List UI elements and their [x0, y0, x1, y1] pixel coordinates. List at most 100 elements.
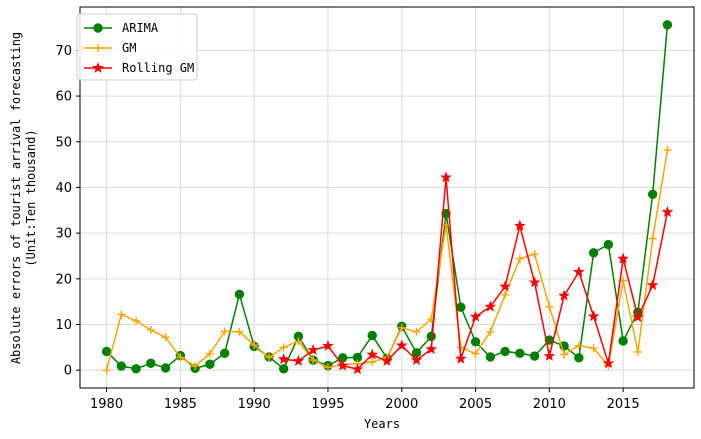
- data-point-gm: [250, 341, 259, 350]
- data-point-arima: [456, 302, 466, 312]
- data-point-gm: [102, 366, 111, 375]
- data-point-rolling-gm: [336, 359, 349, 371]
- x-tick-label: 2000: [385, 397, 418, 412]
- data-point-rolling-gm: [587, 310, 600, 322]
- data-point-arima: [603, 239, 614, 250]
- data-point-rolling-gm: [558, 289, 570, 301]
- data-point-gm: [486, 327, 495, 336]
- legend-swatch-marker: [92, 61, 104, 73]
- data-point-gm: [589, 344, 598, 353]
- data-point-rolling-gm: [484, 300, 497, 312]
- data-point-arima: [234, 289, 245, 300]
- data-point-arima: [574, 353, 584, 363]
- data-point-rolling-gm: [528, 276, 541, 288]
- data-point-rolling-gm: [410, 354, 423, 366]
- legend-swatch-marker: [93, 23, 103, 33]
- data-point-arima: [367, 330, 377, 341]
- legend-item-arima: ARIMA: [84, 21, 159, 35]
- data-point-gm: [323, 363, 332, 372]
- data-point-gm: [648, 234, 657, 243]
- y-tick-label: 60: [55, 90, 72, 105]
- data-point-rolling-gm: [366, 348, 378, 360]
- legend-swatch-marker: [94, 44, 102, 52]
- data-point-arima: [662, 20, 673, 30]
- series-rolling-gm: [277, 171, 674, 375]
- data-point-rolling-gm: [440, 171, 452, 183]
- data-point-gm: [191, 362, 200, 371]
- data-point-rolling-gm: [602, 357, 615, 369]
- x-tick-label: 2015: [607, 397, 640, 412]
- x-tick-label: 1995: [311, 397, 344, 412]
- data-point-arima: [160, 363, 171, 373]
- legend-box: [76, 13, 198, 81]
- data-point-gm: [515, 254, 524, 263]
- y-tick-label: 50: [55, 135, 72, 150]
- data-point-rolling-gm: [499, 280, 511, 292]
- data-point-rolling-gm: [322, 339, 334, 351]
- x-axis: 1980 1985 1990 1995 2000 2005 2010 2015: [90, 388, 640, 412]
- data-point-gm: [368, 357, 377, 366]
- data-point-rolling-gm: [381, 354, 393, 366]
- data-point-gm: [235, 327, 244, 336]
- data-point-gm: [633, 347, 642, 356]
- data-point-arima: [500, 346, 510, 357]
- data-point-gm: [545, 302, 554, 311]
- data-point-arima: [101, 346, 112, 357]
- y-tick-label: 0: [64, 364, 72, 379]
- data-point-rolling-gm: [617, 252, 629, 264]
- y-tick-label: 10: [55, 318, 72, 333]
- x-tick-label: 1980: [90, 397, 123, 412]
- data-point-gm: [412, 327, 421, 336]
- data-point-rolling-gm: [351, 363, 364, 375]
- x-tick-label: 2005: [459, 397, 492, 412]
- data-point-arima: [278, 364, 289, 374]
- data-point-gm: [309, 356, 318, 365]
- data-point-gm: [176, 353, 185, 362]
- data-point-rolling-gm: [646, 279, 659, 291]
- data-point-gm: [501, 290, 510, 299]
- data-point-gm: [471, 349, 480, 358]
- y-tick-label: 70: [55, 44, 72, 59]
- data-point-gm: [397, 323, 406, 332]
- data-point-gm: [560, 350, 569, 359]
- data-point-arima: [205, 359, 215, 369]
- data-point-gm: [220, 327, 229, 336]
- data-point-arima: [485, 352, 496, 362]
- data-point-rolling-gm: [455, 352, 467, 364]
- y-axis: 0 10 20 30 40 50 60 70: [55, 44, 80, 379]
- data-point-gm: [264, 353, 273, 362]
- data-point-arima: [515, 348, 525, 358]
- y-tick-label: 40: [55, 181, 72, 196]
- legend-label: GM: [122, 41, 136, 55]
- data-point-gm: [132, 316, 141, 325]
- x-tick-label: 1985: [164, 397, 197, 412]
- data-point-arima: [219, 348, 230, 358]
- data-point-gm: [146, 325, 155, 334]
- data-point-gm: [117, 310, 126, 319]
- y-tick-label: 20: [55, 272, 72, 287]
- series-layer: [101, 20, 674, 375]
- data-point-arima: [647, 189, 658, 200]
- data-point-arima: [529, 351, 540, 361]
- data-point-arima: [131, 364, 141, 374]
- data-point-gm: [205, 349, 214, 358]
- legend-label: ARIMA: [122, 21, 159, 35]
- legend: ARIMA GM Rolling GM: [76, 13, 198, 81]
- data-point-arima: [618, 336, 628, 346]
- data-point-gm: [574, 341, 583, 350]
- legend-item-rolling-gm: Rolling GM: [84, 61, 194, 75]
- data-point-rolling-gm: [632, 311, 644, 323]
- data-point-arima: [116, 361, 127, 371]
- data-point-gm: [663, 145, 672, 154]
- data-point-rolling-gm: [396, 339, 408, 351]
- data-point-rolling-gm: [277, 353, 290, 365]
- plot-frame: [79, 6, 695, 389]
- legend-label: Rolling GM: [122, 61, 194, 75]
- data-point-rolling-gm: [307, 344, 319, 355]
- x-axis-label: Years: [364, 417, 400, 431]
- data-point-rolling-gm: [543, 349, 556, 361]
- data-point-rolling-gm: [292, 355, 305, 366]
- data-point-gm: [530, 250, 539, 259]
- data-point-rolling-gm: [425, 343, 438, 355]
